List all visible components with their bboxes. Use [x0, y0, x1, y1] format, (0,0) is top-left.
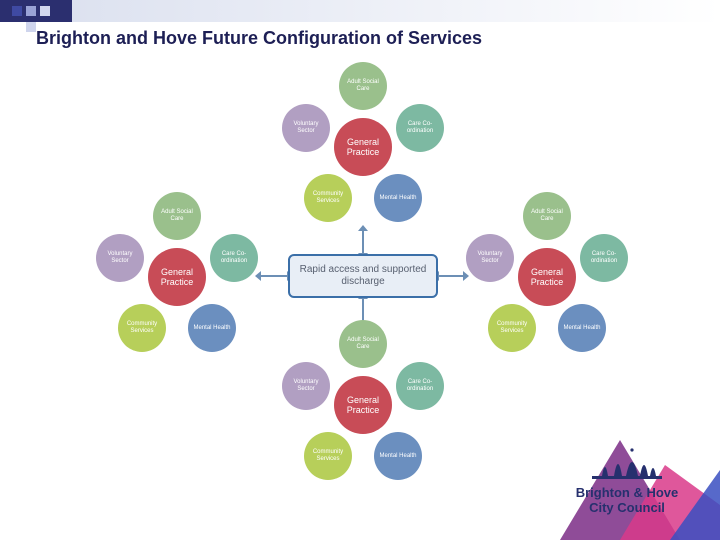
pavilion-icon [592, 448, 662, 482]
council-logo: Brighton & Hove City Council [552, 448, 702, 516]
logo-text-line2: City Council [552, 501, 702, 516]
logo-text-line1: Brighton & Hove [552, 486, 702, 501]
